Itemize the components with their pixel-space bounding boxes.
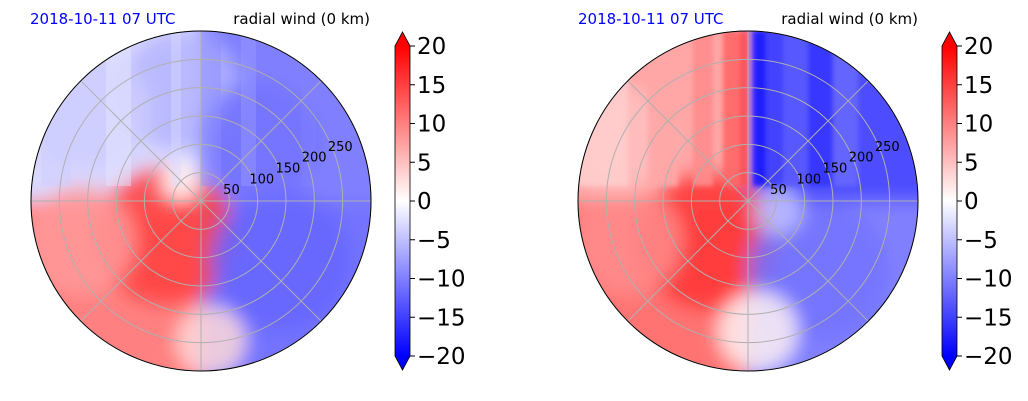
grid-spoke [747,80,869,202]
wind-field-streak [740,31,748,186]
wind-field-streak [808,31,833,186]
plot-boundary-right [577,30,919,372]
wind-field-streak [106,31,131,186]
radial-tick-label: 150 [276,161,301,176]
colorbar-gradient [942,46,957,356]
wind-field-blob [211,191,351,331]
colorbar-tick-label: −20 [417,344,466,370]
wind-field-streak [201,31,221,186]
radial-tick-label: 50 [770,183,787,198]
colorbar-tick-label: 15 [964,73,993,99]
colorbar-tick-label: −5 [417,228,451,254]
wind-field-blob [176,306,246,371]
colorbar-tick-label: 10 [417,112,446,138]
colorbar-gradient [395,46,410,356]
colorbar-left: 20 15 10 5 0 −5 −10 −15 −20 [394,31,466,371]
grid-spoke [747,200,869,322]
polar-grid-left [30,30,372,372]
plot-title-variable-right: radial wind (0 km) [781,10,918,28]
wind-field-streak [578,31,628,186]
colorbar-tick-label: 5 [964,150,979,176]
colorbar-tick-label: −15 [964,305,1013,331]
colorbar-tick-label: −10 [964,267,1013,293]
radial-tick-label: 250 [875,140,900,155]
colorbar-right: 20 15 10 5 0 −5 −10 −15 −20 [941,31,1013,371]
grid-spoke [80,200,202,322]
colorbar-tick-label: −20 [964,344,1013,370]
radial-tick-label: 150 [823,161,848,176]
radial-tick-label: 250 [328,140,353,155]
colorbar-tick-label: 10 [964,112,993,138]
grid-spoke [200,80,322,202]
radial-tick-labels-right: 50 100 150 200 250 [770,140,900,198]
plot-title-date-left: 2018-10-11 07 UTC [30,10,176,28]
polar-plot-right: 2018-10-11 07 UTC radial wind (0 km) 50 … [577,10,919,372]
wind-field-streak [171,31,181,186]
radial-tick-label: 200 [849,151,874,166]
colorbar-extend-min [395,356,410,370]
wind-field-streak [766,31,783,186]
colorbar-tick-label: −15 [417,305,466,331]
colorbar-tick-label: 20 [964,34,993,60]
colorbar-tick-label: −5 [964,228,998,254]
colorbar-extend-max [395,32,410,46]
radial-tick-labels-left: 50 100 150 200 250 [223,140,353,198]
radial-tick-label: 200 [302,151,327,166]
colorbar-tick-label: 0 [417,189,432,215]
plot-boundary-left [30,30,372,372]
wind-field-blob [718,291,798,371]
wind-field-streak [753,31,766,186]
wind-field-streak [693,31,713,186]
colorbar-extend-min [942,356,957,370]
radial-tick-label: 100 [249,172,274,187]
grid-spoke [627,80,749,202]
wind-field-blob [578,186,683,296]
colorbar-tick-label: −10 [417,267,466,293]
wind-field-streak [241,31,256,186]
radial-tick-label: 50 [223,183,240,198]
wind-field-streak [723,31,740,186]
radial-tick-label: 100 [796,172,821,187]
grid-spoke [627,200,749,322]
colorbar-tick-label: 15 [417,73,446,99]
plot-title-date-right: 2018-10-11 07 UTC [578,10,724,28]
polar-plot-left: 2018-10-11 07 UTC radial wind (0 km) 50 … [30,10,372,372]
wind-field-streak [41,31,71,186]
colorbar-extend-max [942,32,957,46]
grid-spoke [200,200,322,322]
plot-title-variable-left: radial wind (0 km) [233,10,370,28]
colorbar-tick-label: 20 [417,34,446,60]
wind-field-blob [31,186,136,296]
grid-spoke [80,80,202,202]
colorbar-tick-label: 0 [964,189,979,215]
polar-grid-right [577,30,919,372]
colorbar-tick-label: 5 [417,150,432,176]
